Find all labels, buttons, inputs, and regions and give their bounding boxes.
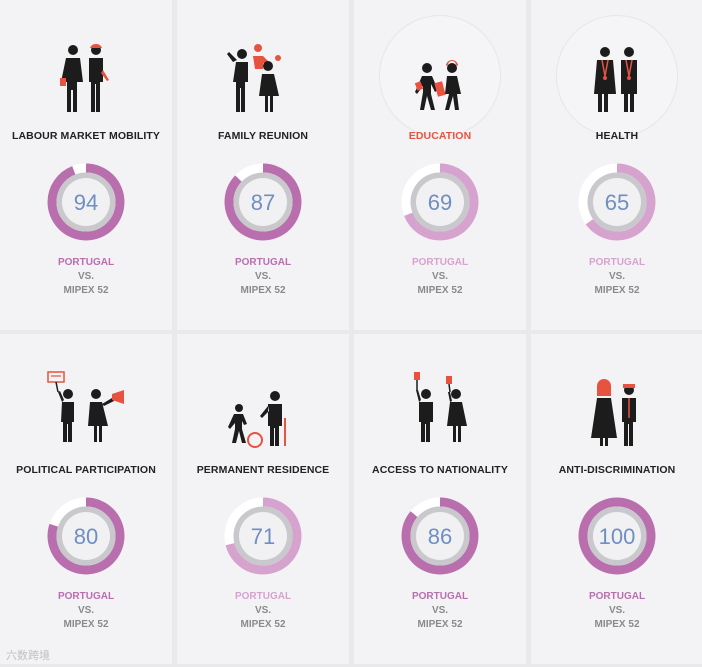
score-gauge: 69 (401, 163, 479, 241)
versus-label: VS. (431, 271, 449, 282)
protest-megaphone-icon (47, 371, 124, 442)
comparison-block: PORTUGAL VS. MIPEX 52 (354, 256, 526, 298)
score-gauge: 94 (47, 163, 125, 241)
reference-label: MIPEX 52 (594, 619, 640, 630)
reference-label: MIPEX 52 (63, 285, 109, 296)
policy-card-access-to-nationality[interactable]: ACCESS TO NATIONALITY 86 PORTUGAL VS. MI… (354, 334, 526, 664)
versus-label: VS. (608, 605, 626, 616)
score-value: 86 (428, 524, 452, 549)
card-title: HEALTH (595, 130, 639, 142)
comparison-block: PORTUGAL VS. MIPEX 52 (0, 590, 172, 632)
couple-workers-icon (60, 43, 109, 112)
doctors-icon (594, 47, 637, 112)
card-title: POLITICAL PARTICIPATION (16, 464, 156, 476)
score-value: 65 (605, 190, 629, 215)
versus-label: VS. (254, 271, 272, 282)
score-gauge: 80 (47, 497, 125, 575)
comparison-block: PORTUGAL VS. MIPEX 52 (354, 590, 526, 632)
country-label: PORTUGAL (57, 591, 115, 602)
reference-label: MIPEX 52 (240, 285, 286, 296)
comparison-block: PORTUGAL VS. MIPEX 52 (177, 256, 349, 298)
versus-label: VS. (608, 271, 626, 282)
reference-label: MIPEX 52 (240, 619, 286, 630)
comparison-block: PORTUGAL VS. MIPEX 52 (531, 590, 702, 632)
score-gauge: 86 (401, 497, 479, 575)
score-value: 71 (251, 524, 275, 549)
reference-label: MIPEX 52 (63, 619, 109, 630)
score-value: 100 (599, 524, 636, 549)
policy-card-labour-market-mobility[interactable]: LABOUR MARKET MOBILITY 94 PORTUGAL VS. M… (0, 0, 172, 330)
children-school-icon (414, 60, 461, 110)
reference-label: MIPEX 52 (417, 619, 463, 630)
country-label: PORTUGAL (588, 257, 646, 268)
versus-label: VS. (77, 271, 95, 282)
family-reunion-icon (227, 44, 281, 112)
versus-label: VS. (254, 605, 272, 616)
score-value: 94 (74, 190, 98, 215)
voters-icon (414, 372, 467, 442)
score-value: 80 (74, 524, 98, 549)
policy-card-anti-discrimination[interactable]: ANTI-DISCRIMINATION 100 PORTUGAL VS. MIP… (531, 334, 702, 664)
score-value: 69 (428, 190, 452, 215)
policy-card-permanent-residence[interactable]: PERMANENT RESIDENCE 71 PORTUGAL VS. MIPE… (177, 334, 349, 664)
policy-card-political-participation[interactable]: POLITICAL PARTICIPATION 80 PORTUGAL VS. … (0, 334, 172, 664)
score-gauge: 65 (578, 163, 656, 241)
score-gauge: 87 (224, 163, 302, 241)
card-title: LABOUR MARKET MOBILITY (11, 130, 161, 142)
comparison-block: PORTUGAL VS. MIPEX 52 (0, 256, 172, 298)
country-label: PORTUGAL (588, 591, 646, 602)
policy-card-health[interactable]: HEALTH 65 PORTUGAL VS. MIPEX 52 (531, 0, 702, 330)
diverse-people-icon (591, 379, 636, 446)
country-label: PORTUGAL (234, 257, 292, 268)
selection-halo (556, 15, 678, 137)
reference-label: MIPEX 52 (594, 285, 640, 296)
card-title: ACCESS TO NATIONALITY (372, 464, 508, 476)
watermark-label: 六数跨境 (6, 649, 50, 662)
comparison-block: PORTUGAL VS. MIPEX 52 (177, 590, 349, 632)
score-value: 87 (251, 190, 275, 215)
card-title: FAMILY REUNION (217, 130, 309, 142)
card-title: EDUCATION (408, 130, 472, 142)
comparison-block: PORTUGAL VS. MIPEX 52 (531, 256, 702, 298)
reference-label: MIPEX 52 (417, 285, 463, 296)
card-title: PERMANENT RESIDENCE (196, 464, 330, 476)
score-gauge: 71 (224, 497, 302, 575)
child-elder-icon (228, 391, 286, 448)
score-gauge: 100 (578, 497, 656, 575)
card-title: ANTI-DISCRIMINATION (558, 464, 676, 476)
policy-card-education[interactable]: EDUCATION 69 PORTUGAL VS. MIPEX 52 (354, 0, 526, 330)
country-label: PORTUGAL (411, 591, 469, 602)
selection-halo (379, 15, 501, 137)
versus-label: VS. (77, 605, 95, 616)
policy-card-family-reunion[interactable]: FAMILY REUNION 87 PORTUGAL VS. MIPEX 52 (177, 0, 349, 330)
versus-label: VS. (431, 605, 449, 616)
country-label: PORTUGAL (411, 257, 469, 268)
country-label: PORTUGAL (234, 591, 292, 602)
country-label: PORTUGAL (57, 257, 115, 268)
